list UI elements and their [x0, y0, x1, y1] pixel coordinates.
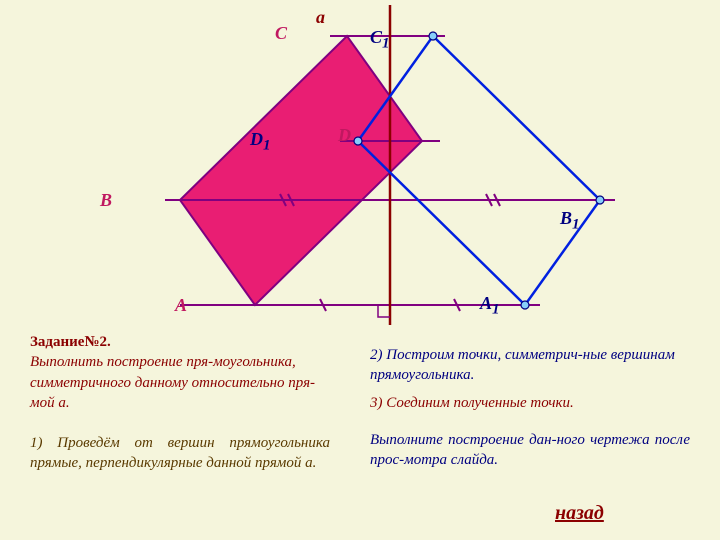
diagram-svg — [80, 5, 640, 335]
step2-text: 2) Построим точки, симметрич-ные вершина… — [370, 345, 690, 386]
task-body: Выполнить построение пря-моугольника, си… — [30, 354, 315, 411]
final-text: Выполните построение дан-ного чертежа по… — [370, 430, 690, 471]
point-c1 — [429, 32, 437, 40]
label-b1: В1 — [560, 208, 580, 234]
rect-abcd-fill — [180, 36, 422, 305]
rect-a1b1c1d1 — [358, 36, 600, 305]
point-a1 — [521, 301, 529, 309]
point-d1 — [354, 137, 362, 145]
label-d1: D1 — [250, 129, 271, 155]
label-c: С — [275, 23, 287, 44]
right-angle-mark — [378, 305, 390, 317]
geometry-diagram: a А В С D А1 В1 С1 D1 — [80, 5, 640, 325]
label-d: D — [338, 125, 351, 146]
task-block: Задание№2. Выполнить построение пря-моуг… — [30, 332, 330, 413]
step1-text: 1) Проведём от вершин прямоугольника пря… — [30, 433, 330, 474]
label-a1: А1 — [480, 293, 500, 319]
back-link[interactable]: назад — [555, 500, 604, 527]
point-b1 — [596, 196, 604, 204]
label-b: В — [100, 190, 112, 211]
label-a: А — [175, 295, 187, 316]
step3-text: 3) Соединим полученные точки. — [370, 393, 690, 413]
label-c1: С1 — [370, 27, 390, 53]
axis-label: a — [316, 7, 325, 28]
task-title: Задание№2. — [30, 334, 111, 350]
